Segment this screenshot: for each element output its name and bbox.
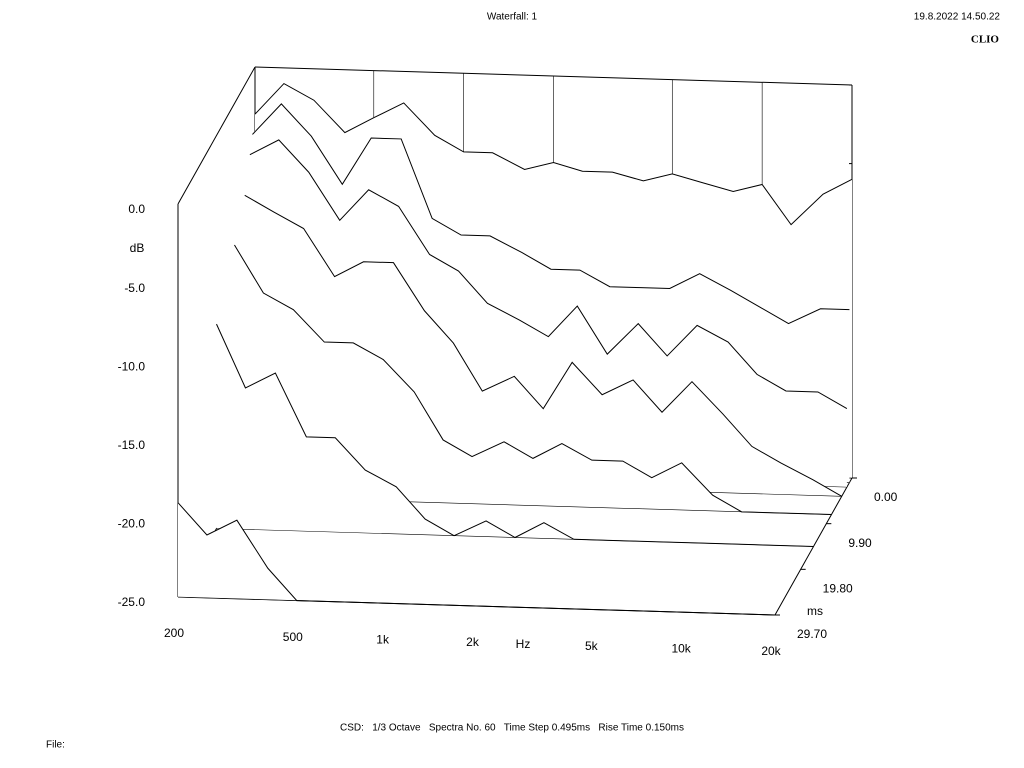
footer: CSD: 1/3 Octave Spectra No. 60 Time Step… [340,723,684,734]
spectrum-slice [244,194,842,497]
spectrum-slice [234,244,832,516]
z-tick-label: 29.70 [797,627,827,641]
x-tick-label: 5k [585,639,599,653]
frame-line [177,66,256,205]
z-axis-label: ms [807,604,823,618]
x-axis-label: Hz [516,637,531,651]
slice-fill [216,324,814,547]
x-tick-label: 2k [466,635,480,649]
slice-fill [234,245,832,515]
spectrum-slice [249,139,848,409]
y-tick-label: -5.0 [124,281,145,295]
x-tick-label: 10k [671,641,691,655]
x-tick-label: 200 [164,626,184,640]
y-tick-label: 0.0 [128,202,145,216]
y-tick-label: -25.0 [118,595,146,609]
x-tick-label: 500 [283,630,303,644]
y-tick-label: -10.0 [118,359,146,373]
brand: CLIO [971,34,1000,46]
y-tick-label: -20.0 [118,517,146,531]
y-axis-label: dB [130,241,145,255]
x-tick-label: 1k [376,632,390,646]
x-tick-label: 20k [761,644,781,658]
spectrum-slice [252,103,850,325]
slice-floor [177,596,776,616]
y-tick-label: -15.0 [118,438,146,452]
slice-floor [216,528,814,547]
chart-title: Waterfall: 1 [487,12,538,23]
file-label: File: [46,740,65,751]
z-tick-label: 0.00 [874,490,898,504]
spectrum-slice [254,82,853,226]
date: 19.8.2022 14.50.22 [914,12,1001,23]
z-tick-label: 9.90 [848,536,872,550]
z-tick-label: 19.80 [823,582,853,596]
